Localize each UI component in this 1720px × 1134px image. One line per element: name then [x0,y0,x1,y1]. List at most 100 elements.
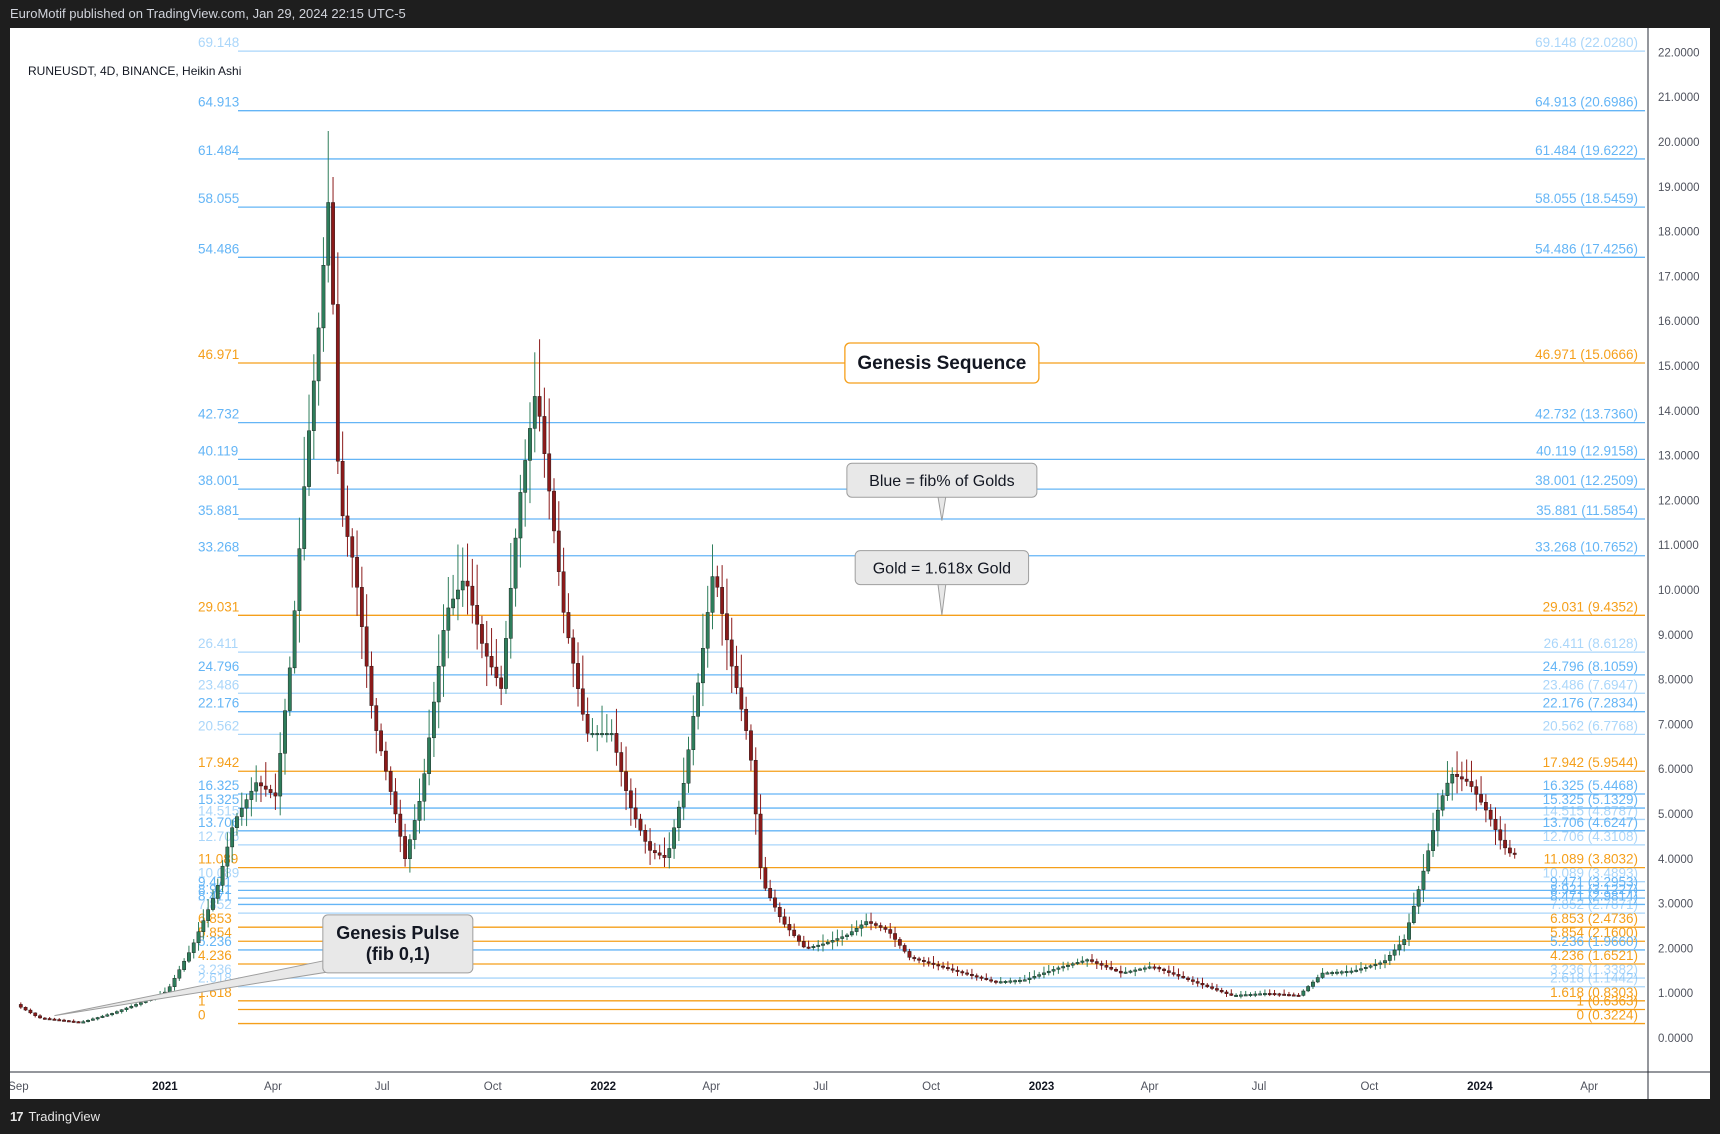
candle-body [1498,829,1503,841]
candle-body [1118,970,1123,974]
candle-body [595,733,600,736]
candle-body [893,933,897,940]
price-axis-label: 20.0000 [1658,137,1700,149]
annotation-genesis-pulse: Genesis Pulse(fib 0,1) [54,914,474,1017]
fib-level-price-label: 16.325 (5.4468) [1543,778,1638,793]
candle-body [1171,972,1176,975]
candle-body [359,587,364,627]
candle-body [18,1004,23,1008]
price-axis-label: 2.0000 [1658,943,1693,955]
annotation-text: Genesis Pulse [336,923,459,943]
candle-body [1291,994,1296,997]
candle-body [66,1020,71,1023]
candle-body [998,981,1003,984]
candle-body [244,799,249,809]
annotation-text: Genesis Sequence [857,353,1026,374]
candle-body [456,589,460,600]
publisher-bar: EuroMotif published on TradingView.com, … [0,0,1720,28]
candle-body [628,790,633,809]
candle-body [1378,962,1383,965]
candle-body [1407,922,1411,940]
time-axis-label: 2021 [152,1081,178,1093]
candle-body [580,688,585,715]
candle-body [105,1014,110,1017]
candle-body [1287,994,1291,997]
candle-body [1392,949,1397,956]
price-axis-label: 9.0000 [1658,630,1693,642]
candle-body [297,548,302,611]
price-axis-label: 4.0000 [1658,854,1693,866]
candle-body [211,898,215,910]
candle-body [1368,965,1373,968]
candle-body [475,605,480,625]
candle-body [182,960,187,970]
time-axis-label: Sep [10,1081,29,1093]
candle-body [864,921,869,926]
candle-body [715,576,720,588]
candle-body [86,1020,90,1022]
price-chart[interactable]: 69.148 69.148 (22.0280) 64.913 64.913 (20.6… [8,28,1710,1099]
candle-body [701,648,705,684]
candle-body [705,612,710,649]
candle-body [917,958,921,961]
candle-body [23,1007,28,1011]
candle-body [1128,970,1133,973]
publisher-text: EuroMotif published on TradingView.com, … [10,6,406,21]
candle-body [494,666,499,679]
candle-body [172,977,177,987]
candle-body [677,806,681,828]
fib-level-price-label: 33.268 (10.7652) [1535,540,1638,555]
candle-body [811,946,816,949]
candle-body [268,789,273,793]
candle-body [638,818,643,831]
candle-body [1114,969,1118,972]
annotation-box [322,914,474,974]
candle-body [571,637,576,664]
candle-body [1445,782,1450,796]
fib-level-price-label: 7.852 (2.7871) [1550,897,1638,912]
candle-body [38,1015,42,1019]
annotation-box [854,550,1030,586]
candle-body [667,848,672,858]
candle-body [316,327,321,382]
candle-body [532,396,537,429]
candle-body [725,613,729,641]
candle-body [1383,960,1387,964]
candle-body [763,867,768,889]
fib-level-label: 5.854 [198,925,232,940]
candle-body [254,782,259,792]
candle-body [614,733,619,753]
candle-body [364,626,369,667]
time-axis-label: Jul [813,1081,828,1093]
time-axis-label: 2024 [1467,1081,1493,1093]
candle-body [1349,970,1354,973]
candle-body [369,665,374,706]
time-axis-label: Apr [702,1081,720,1093]
candle-body [124,1007,129,1010]
candle-body [681,783,686,808]
candle-body [970,974,974,976]
price-axis-label: 5.0000 [1658,809,1693,821]
candle-body [451,598,456,609]
candle-body [624,771,628,791]
candle-body [1243,994,1248,997]
candle-body [259,782,263,787]
candle-body [1263,993,1267,996]
candle-body [1479,794,1483,803]
fib-level-price-label: 35.881 (11.5854) [1536,503,1638,518]
candle-body [1397,944,1402,951]
tradingview-logo[interactable]: 17 TradingView [10,1109,100,1124]
candle-body [1186,977,1190,980]
candle-body [633,807,638,820]
candle-body [556,530,561,572]
candle-body [686,749,691,784]
candle-body [335,304,340,462]
fib-level-label: 69.148 [198,35,239,50]
chart-panel[interactable]: 69.148 69.148 (22.0280) 64.913 64.913 (20.6… [8,28,1710,1099]
candle-body [1022,979,1027,982]
fib-level-price-label: 5.854 (2.1600) [1550,925,1638,940]
candles-layer [18,130,1517,1024]
price-axis-label: 22.0000 [1658,47,1700,59]
candle-body [331,202,335,305]
candle-body [1075,962,1080,965]
